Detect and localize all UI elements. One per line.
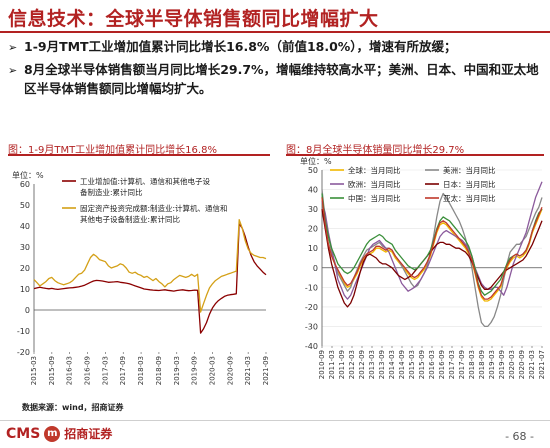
page-title: 信息技术：全球半导体销售额同比增幅扩大 [8, 8, 379, 30]
bullet-list: ➢ 1-9月TMT工业增加值累计同比增长16.8%（前值18.0%），增速有所放… [8, 37, 542, 101]
x-tick-label: 2020-09 [518, 350, 526, 379]
y-tick-label: -10 [305, 283, 318, 292]
x-tick-label: 2019-09 [191, 356, 199, 385]
y-tick-label: -10 [17, 327, 30, 336]
x-tick-label: 2019-03 [488, 350, 496, 379]
unit-label: 单位：% [12, 170, 44, 180]
y-tick-label: 60 [20, 180, 30, 189]
series-line [33, 219, 267, 313]
x-tick-label: 2015-09 [48, 356, 56, 385]
brand-name: CMS [6, 425, 41, 442]
legend-label: 欧洲：当月同比 [348, 179, 401, 189]
y-tick-label: -20 [17, 348, 30, 357]
series-line [321, 189, 543, 328]
x-tick-label: 2019-03 [173, 356, 181, 385]
x-tick-label: 2017-09 [119, 356, 127, 385]
x-tick-label: 2017-03 [448, 350, 456, 379]
legend-label: 美洲：当月同比 [443, 165, 496, 175]
x-tick-label: 2018-09 [478, 350, 486, 379]
bullet-arrow-icon: ➢ [8, 41, 18, 54]
x-tick-label: 2013-09 [378, 350, 386, 379]
y-tick-label: 10 [20, 285, 30, 294]
brand-logo: CMS m 招商证券 [6, 425, 112, 442]
y-tick-label: 20 [20, 264, 30, 273]
x-tick-label: 2011-09 [338, 350, 346, 379]
legend-label: 全球：当月同比 [348, 165, 401, 175]
x-tick-label: 2017-03 [101, 356, 109, 385]
unit-label: 单位：% [300, 156, 332, 166]
series-line [33, 223, 267, 334]
chart-title-right: 图：8月全球半导体销量同比增长29.7% [286, 145, 465, 156]
x-tick-label: 2014-09 [398, 350, 406, 379]
y-tick-label: 40 [20, 222, 30, 231]
brand-mark-icon: m [44, 425, 61, 442]
y-tick-label: 0 [313, 264, 318, 273]
series-line [321, 197, 543, 300]
y-tick-label: -40 [305, 342, 318, 351]
data-source: 数据来源：wind，招商证券 [22, 403, 124, 412]
bullet-text: 1-9月TMT工业增加值累计同比增长16.8%（前值18.0%），增速有所放缓； [24, 39, 457, 54]
x-tick-label: 2016-03 [66, 356, 74, 385]
chart-title-divider-left [8, 154, 270, 156]
y-tick-label: 30 [20, 243, 30, 252]
x-tick-label: 2018-03 [468, 350, 476, 379]
title-divider [0, 31, 550, 33]
x-tick-label: 2020-09 [226, 356, 234, 385]
x-tick-label: 2012-03 [348, 350, 356, 379]
legend-label: 工业增加值:计算机、通信和其他电子设 [80, 176, 211, 186]
y-tick-label: -30 [305, 322, 318, 331]
x-tick-label: 2017-09 [458, 350, 466, 379]
x-tick-label: 2020-03 [208, 356, 216, 385]
x-tick-label: 2016-09 [438, 350, 446, 379]
x-tick-label: 2014-03 [388, 350, 396, 379]
legend-label: 中国：当月同比 [348, 193, 401, 203]
page-number: - 68 - [505, 430, 534, 443]
x-tick-label: 2015-03 [408, 350, 416, 379]
series-line [321, 193, 543, 296]
x-tick-label: 2010-09 [318, 350, 326, 379]
y-tick-label: 50 [308, 166, 318, 175]
y-tick-label: 20 [308, 225, 318, 234]
x-tick-label: 2016-03 [428, 350, 436, 379]
footer-divider [0, 420, 550, 421]
x-tick-label: 2020-03 [508, 350, 516, 379]
x-tick-label: 2021-03 [244, 356, 252, 385]
y-tick-label: -20 [305, 303, 318, 312]
legend-label: 日本：当月同比 [443, 179, 496, 189]
x-tick-label: 2021-07 [538, 350, 546, 379]
chart-title-left: 图：1-9月TMT工业增加值累计同比增长16.8% [8, 145, 217, 156]
y-tick-label: 0 [25, 306, 30, 315]
x-tick-label: 2011-03 [328, 350, 336, 379]
x-tick-label: 2013-03 [368, 350, 376, 379]
x-tick-label: 2018-09 [155, 356, 163, 385]
x-tick-label: 2021-09 [262, 356, 270, 385]
x-tick-label: 2021-03 [528, 350, 536, 379]
bullet-arrow-icon: ➢ [8, 64, 18, 77]
legend-label: 其他电子设备制造业:累计同比 [80, 214, 181, 224]
y-tick-label: 10 [308, 244, 318, 253]
chart-title-divider-right [286, 154, 544, 156]
y-tick-label: 50 [20, 201, 30, 210]
bullet-item: ➢ 1-9月TMT工业增加值累计同比增长16.8%（前值18.0%），增速有所放… [8, 37, 542, 57]
x-tick-label: 2018-03 [137, 356, 145, 385]
x-tick-label: 2015-03 [30, 356, 38, 385]
y-tick-label: 40 [308, 186, 318, 195]
legend-label: 备制造业:累计同比 [80, 187, 143, 197]
x-tick-label: 2019-09 [498, 350, 506, 379]
x-tick-label: 2016-09 [84, 356, 92, 385]
bullet-text: 8月全球半导体销售额当月同比增长29.7%，增幅维持较高水平；美洲、日本、中国和… [24, 62, 539, 96]
x-tick-label: 2012-09 [358, 350, 366, 379]
bullet-item: ➢ 8月全球半导体销售额当月同比增长29.7%，增幅维持较高水平；美洲、日本、中… [8, 60, 542, 98]
brand-name-cn: 招商证券 [64, 427, 113, 441]
y-tick-label: 30 [308, 205, 318, 214]
x-tick-label: 2015-09 [418, 350, 426, 379]
legend-label: 固定资产投资完成额:制造业:计算机、通信和 [80, 203, 228, 213]
legend-label: 亚太：当月同比 [443, 193, 496, 203]
